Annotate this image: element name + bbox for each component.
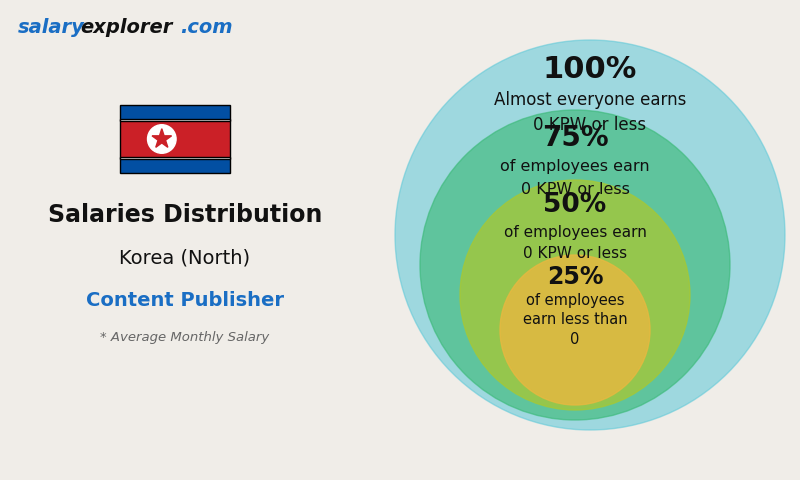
FancyBboxPatch shape xyxy=(120,120,230,158)
Text: 75%: 75% xyxy=(542,124,608,152)
Text: of employees earn: of employees earn xyxy=(500,158,650,173)
Circle shape xyxy=(460,180,690,410)
Text: Salaries Distribution: Salaries Distribution xyxy=(48,203,322,227)
Text: salary: salary xyxy=(18,18,85,37)
Circle shape xyxy=(500,255,650,405)
Text: 50%: 50% xyxy=(543,192,606,218)
Text: 100%: 100% xyxy=(543,56,637,84)
Text: 0 KPW or less: 0 KPW or less xyxy=(523,247,627,262)
Text: of employees: of employees xyxy=(526,293,624,309)
Text: 0: 0 xyxy=(570,332,580,347)
Polygon shape xyxy=(152,129,171,147)
FancyBboxPatch shape xyxy=(120,156,230,159)
FancyBboxPatch shape xyxy=(120,105,230,120)
Text: explorer: explorer xyxy=(80,18,172,37)
Text: .com: .com xyxy=(180,18,233,37)
Circle shape xyxy=(420,110,730,420)
FancyBboxPatch shape xyxy=(120,119,230,121)
Text: of employees earn: of employees earn xyxy=(503,225,646,240)
Circle shape xyxy=(147,125,176,153)
Text: 0 KPW or less: 0 KPW or less xyxy=(521,182,630,197)
Text: 25%: 25% xyxy=(546,265,603,289)
Text: earn less than: earn less than xyxy=(522,312,627,327)
Text: Almost everyone earns: Almost everyone earns xyxy=(494,91,686,109)
Text: 0 KPW or less: 0 KPW or less xyxy=(534,116,646,134)
Text: Content Publisher: Content Publisher xyxy=(86,290,284,310)
Text: Korea (North): Korea (North) xyxy=(119,249,250,267)
FancyBboxPatch shape xyxy=(120,158,230,173)
Circle shape xyxy=(395,40,785,430)
Text: * Average Monthly Salary: * Average Monthly Salary xyxy=(100,332,270,345)
